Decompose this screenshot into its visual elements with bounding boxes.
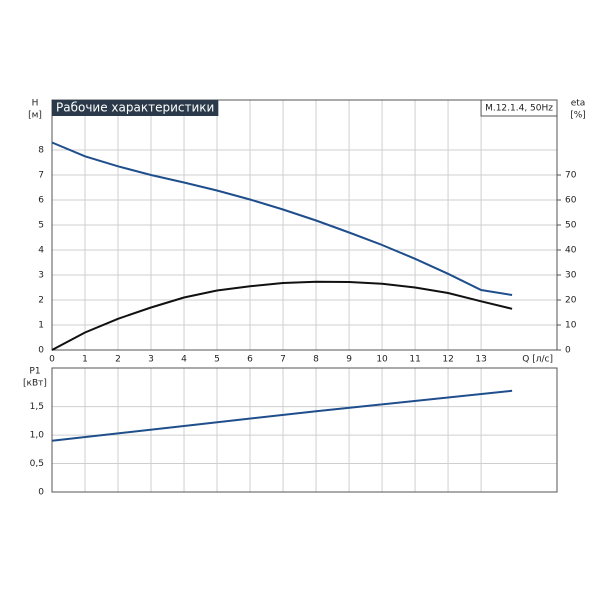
y-tick-label: 0,5 — [30, 459, 44, 469]
x-tick-label: 4 — [181, 355, 187, 365]
y-tick-label: 5 — [38, 221, 44, 231]
y2-tick-label: 10 — [565, 321, 577, 331]
x-tick-label: 6 — [247, 355, 253, 365]
y-tick-label: 1,0 — [30, 431, 45, 441]
x-tick-label: 9 — [346, 355, 352, 365]
x-tick-label: 12 — [442, 355, 453, 365]
model-box — [480, 99, 558, 117]
y-axis-label: H — [32, 99, 39, 109]
y-tick-label: 8 — [38, 146, 44, 156]
x-tick-label: 8 — [313, 355, 319, 365]
y-axis-unit: [кВт] — [23, 379, 47, 389]
x-tick-label: 1 — [82, 355, 88, 365]
y-tick-label: 3 — [38, 271, 44, 281]
y2-axis-label: eta — [571, 99, 586, 109]
y-tick-label: 4 — [38, 246, 44, 256]
x-tick-label: 11 — [409, 355, 420, 365]
y-tick-label: 1 — [38, 321, 44, 331]
y-tick-label: 1,5 — [30, 402, 44, 412]
y2-axis-unit: [%] — [570, 111, 586, 121]
y2-tick-label: 60 — [565, 196, 577, 206]
curve — [51, 141, 513, 296]
y-tick-label: 6 — [38, 196, 44, 206]
plot-frame — [51, 367, 558, 493]
model-label: M.12.1.4, 50Hz — [485, 104, 553, 114]
plot-area — [52, 368, 557, 492]
y-tick-label: 0 — [38, 488, 44, 498]
y2-tick-label: 20 — [565, 296, 577, 306]
y2-tick-label: 40 — [565, 246, 577, 256]
y-axis-label: P1 — [29, 367, 40, 377]
y2-tick-label: 30 — [565, 271, 577, 281]
y-tick-label: 0 — [38, 346, 44, 356]
plot-frame — [51, 99, 558, 351]
x-tick-label: 13 — [475, 355, 486, 365]
y2-tick-label: 50 — [565, 221, 577, 231]
chart-title: Рабочие характеристики — [56, 101, 214, 115]
x-tick-label: 2 — [115, 355, 121, 365]
x-axis-label: Q [л/с] — [522, 355, 553, 365]
curve — [51, 389, 513, 442]
y-axis-unit: [м] — [28, 111, 42, 121]
y2-tick-label: 70 — [565, 171, 577, 181]
x-tick-label: 7 — [280, 355, 286, 365]
y-tick-label: 7 — [38, 171, 44, 181]
x-tick-label: 0 — [49, 355, 55, 365]
x-tick-label: 5 — [214, 355, 220, 365]
curve — [51, 280, 513, 351]
title-box — [52, 100, 219, 116]
x-tick-label: 10 — [376, 355, 388, 365]
y-tick-label: 2 — [38, 296, 44, 306]
y2-tick-label: 0 — [565, 346, 571, 356]
x-tick-label: 3 — [148, 355, 154, 365]
